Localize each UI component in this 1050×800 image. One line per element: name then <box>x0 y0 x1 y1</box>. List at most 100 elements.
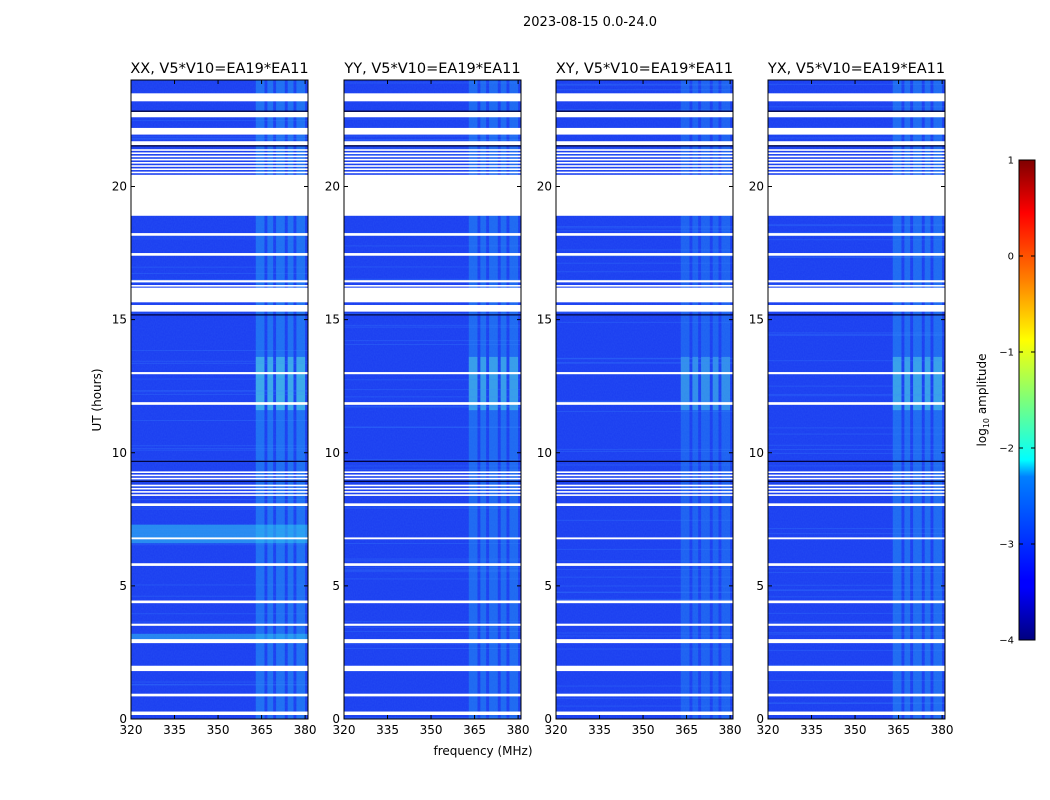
panel-3: XY, V5*V10=EA19*EA11 320 335 350 365 380 0 5 10 1… <box>537 61 742 737</box>
flagged-stripe <box>768 158 945 161</box>
flagged-range <box>556 111 733 118</box>
spectral-streak <box>131 238 308 240</box>
spectral-streak <box>344 167 521 169</box>
flagged-range <box>131 127 308 135</box>
spectral-streak <box>344 717 521 719</box>
spectral-streak <box>556 685 733 687</box>
panel-3-image <box>556 80 733 719</box>
dark-boundary <box>344 460 521 462</box>
spectral-streak <box>131 236 308 238</box>
spectral-streak <box>344 406 521 408</box>
flagged-stripe <box>556 294 733 297</box>
flagged-stripe <box>131 291 308 294</box>
y-tick-label: 20 <box>325 180 340 194</box>
dark-boundary <box>768 480 945 482</box>
spectral-streak <box>344 571 521 573</box>
spectral-streak <box>344 406 521 408</box>
rfi-band <box>692 80 699 719</box>
flagged-stripe <box>131 165 308 167</box>
flagged-range <box>131 537 308 540</box>
flagged-range <box>556 537 733 540</box>
x-tick-label: 380 <box>931 723 954 737</box>
dark-boundary <box>344 110 521 112</box>
rfi-band <box>721 80 731 719</box>
spectral-streak <box>556 591 733 593</box>
x-tick-label: 350 <box>207 723 230 737</box>
flagged-stripe <box>768 174 945 177</box>
colorbar-label-prefix: log <box>975 428 989 446</box>
panel-4: YX, V5*V10=EA19*EA11 320 335 350 365 380 0 5 10 1… <box>749 61 954 737</box>
spectral-streak <box>131 312 308 314</box>
flagged-range <box>768 93 945 102</box>
flagged-range <box>131 93 308 102</box>
dark-boundary <box>131 145 308 147</box>
spectral-streak <box>768 487 945 489</box>
spectral-streak <box>131 391 308 393</box>
spectral-streak <box>344 82 521 84</box>
rfi-patch <box>701 356 710 411</box>
flagged-stripe <box>131 155 308 158</box>
spectral-streak <box>768 395 945 397</box>
spectral-streak <box>768 444 945 446</box>
figure-title: 2023-08-15 0.0-24.0 <box>523 15 657 30</box>
flagged-range <box>131 111 308 118</box>
spectral-streak <box>131 499 308 501</box>
flagged-stripe <box>131 285 308 287</box>
spectral-streak <box>131 378 308 380</box>
rfi-patch <box>276 356 285 411</box>
rfi-band <box>255 80 265 719</box>
flagged-range <box>768 639 945 644</box>
spectral-streak <box>556 598 733 600</box>
colorbar-tick-label: 1 <box>1008 156 1014 167</box>
flagged-range <box>556 563 733 566</box>
colorbar-tick-label: −1 <box>999 348 1014 359</box>
flagged-stripe <box>556 285 733 287</box>
flagged-stripe <box>131 158 308 161</box>
spectral-streak <box>131 445 308 447</box>
spectral-streak <box>131 393 308 395</box>
dark-boundary <box>344 314 521 316</box>
spectral-streak <box>344 569 521 571</box>
spectral-streak <box>556 321 733 323</box>
flagged-stripe <box>344 294 521 297</box>
spectral-streak <box>131 350 308 352</box>
dark-boundary <box>556 110 733 112</box>
spectral-streak <box>556 362 733 364</box>
flagged-range <box>556 280 733 283</box>
rfi-band <box>276 80 285 719</box>
flagged-stripe <box>131 477 308 480</box>
x-tick-label: 365 <box>250 723 273 737</box>
flagged-stripe <box>768 491 945 493</box>
flagged-range <box>768 665 945 672</box>
spectral-streak <box>556 698 733 700</box>
x-tick-label: 365 <box>887 723 910 737</box>
y-tick-label: 5 <box>756 579 764 593</box>
flagged-range <box>131 372 308 375</box>
spectral-streak <box>131 530 308 532</box>
spectral-streak <box>768 137 945 139</box>
spectral-streak <box>344 138 521 140</box>
flagged-range <box>344 141 521 146</box>
spectral-streak <box>344 507 521 509</box>
spectral-streak <box>556 464 733 466</box>
flagged-stripe <box>556 171 733 174</box>
spectral-streak <box>131 534 308 536</box>
flagged-stripe <box>131 162 308 164</box>
flagged-stripe <box>556 174 733 177</box>
spectral-streak <box>131 684 308 686</box>
flagged-range <box>344 563 521 566</box>
flagged-stripe <box>131 474 308 477</box>
flagged-stripe <box>556 484 733 487</box>
spectral-streak <box>556 361 733 363</box>
flagged-stripe <box>344 162 521 164</box>
spectral-streak <box>344 566 521 568</box>
spectral-streak <box>768 632 945 634</box>
spectral-streak <box>556 592 733 594</box>
flagged-stripe <box>556 491 733 493</box>
spectral-streak <box>556 576 733 578</box>
flagged-range <box>768 304 945 312</box>
flagged-range <box>556 402 733 405</box>
spectral-streak <box>131 595 308 597</box>
spectral-streak <box>344 313 521 315</box>
